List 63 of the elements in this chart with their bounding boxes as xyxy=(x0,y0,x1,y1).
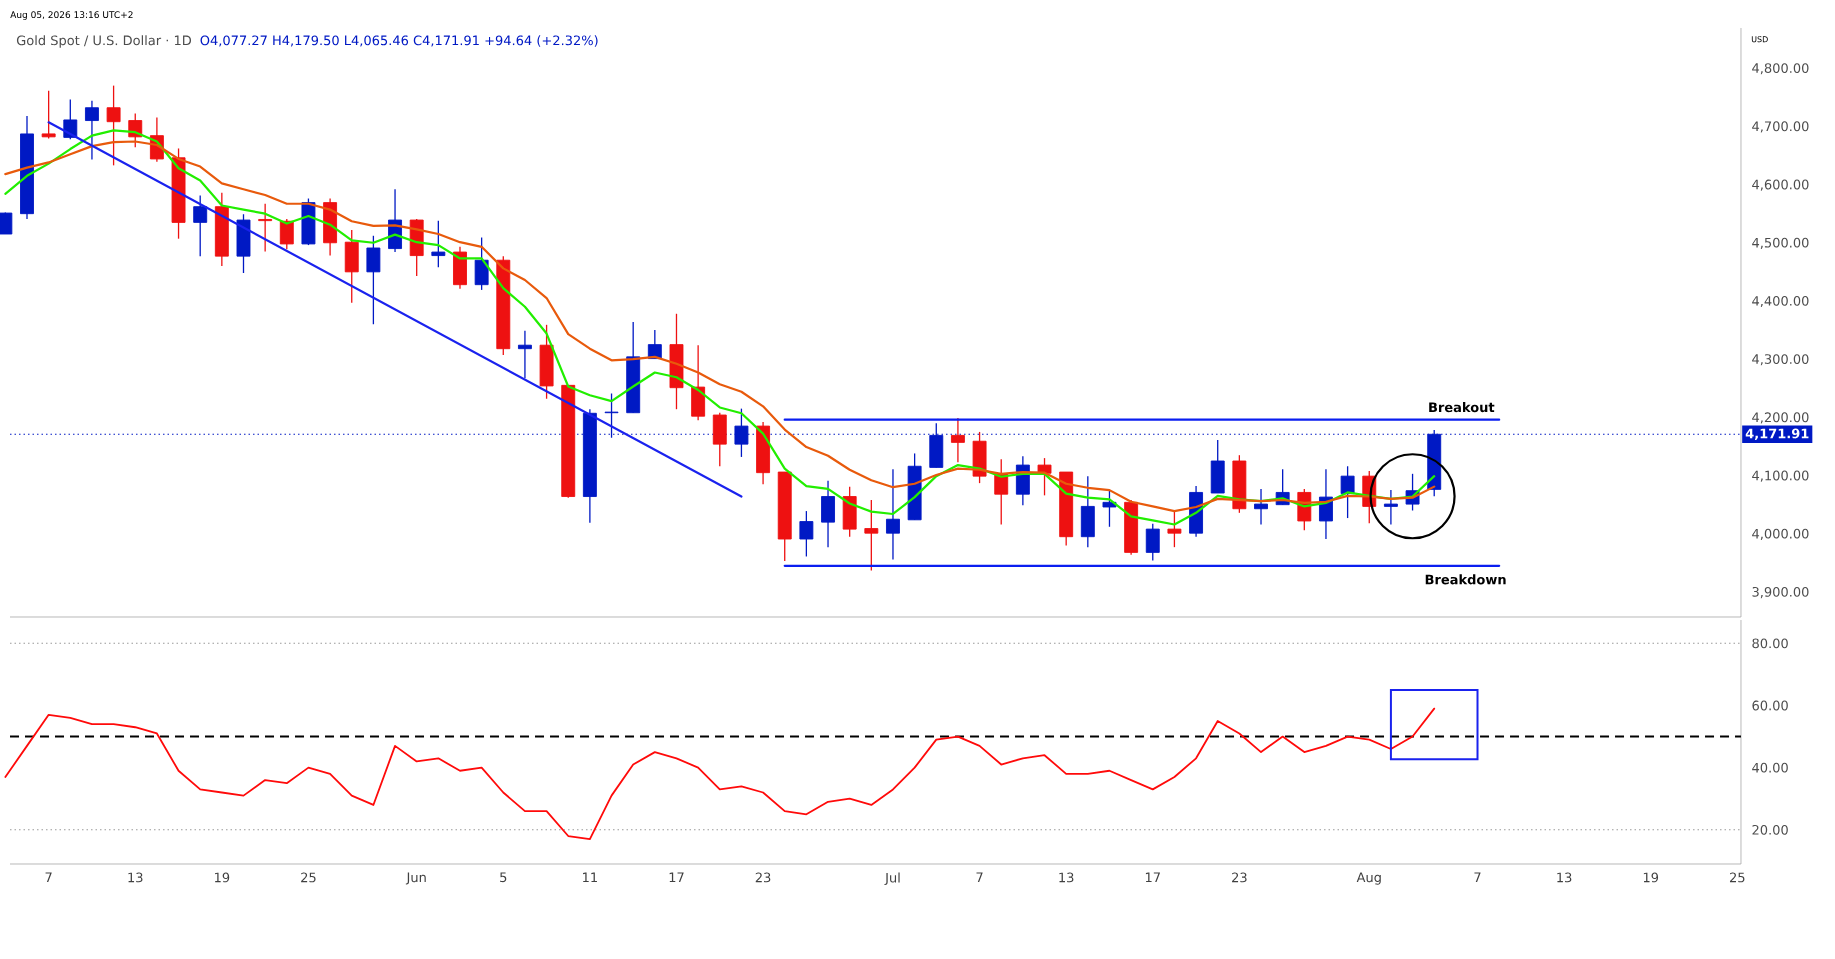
x-tick-label: 25 xyxy=(1729,872,1745,883)
candlestick xyxy=(41,90,56,140)
candlestick xyxy=(950,417,965,463)
candlestick xyxy=(1145,523,1160,562)
candlestick xyxy=(106,84,121,166)
text: Gold Spot / U.S. Dollar · 1D xyxy=(16,35,192,48)
ref-line-label: 4,171.91 xyxy=(1745,428,1809,441)
x-tick-label: 7 xyxy=(45,872,52,883)
y-tick-label: 4,000.00 xyxy=(1752,528,1809,540)
series-label: Breakdown xyxy=(1425,574,1506,585)
x-tick-label: 13 xyxy=(128,872,143,883)
candlestick xyxy=(1167,511,1182,548)
line-series xyxy=(4,707,1436,841)
x-tick-label: Jul xyxy=(884,872,900,886)
candlestick xyxy=(1383,489,1398,526)
text: Aug 05, 2026 13:16 UTC+2 xyxy=(10,11,133,20)
x-tick-label: 17 xyxy=(1145,872,1160,883)
x-tick-label: 7 xyxy=(1474,872,1481,883)
candlestick xyxy=(886,468,900,561)
y-tick-label: 3,900.00 xyxy=(1752,586,1809,599)
y-tick-label: 4,600.00 xyxy=(1752,179,1809,191)
candlestick xyxy=(1037,457,1052,496)
x-tick-label: 13 xyxy=(1557,872,1572,883)
x-tick-label: Jun xyxy=(405,872,426,885)
y-tick-label: 20.00 xyxy=(1752,824,1788,835)
x-tick-label: 11 xyxy=(583,872,597,883)
x-tick-label: 23 xyxy=(1232,872,1247,883)
x-tick-label: 23 xyxy=(755,872,771,883)
chart-subtitle: O4,077.27 H4,179.50 L4,065.46 C4,171.91 +94.64 (+2.32%) xyxy=(200,35,598,47)
x-tick-label: 19 xyxy=(215,872,230,883)
y-tick-label: 4,500.00 xyxy=(1752,237,1809,249)
candlestick xyxy=(1102,489,1117,528)
candlestick xyxy=(799,510,814,558)
candlestick xyxy=(0,211,13,235)
y-tick-label: 4,100.00 xyxy=(1752,470,1809,482)
y-axis-title: USD xyxy=(1751,36,1768,43)
x-tick-label: 25 xyxy=(301,872,316,883)
y-tick-label: 4,300.00 xyxy=(1752,354,1809,366)
x-tick-label: Aug xyxy=(1356,872,1381,885)
candlestick xyxy=(258,203,273,253)
candlestick xyxy=(193,194,208,257)
candlestick xyxy=(1254,488,1268,526)
y-tick-label: 40.00 xyxy=(1752,762,1788,773)
x-tick-label: 5 xyxy=(500,872,507,883)
y-tick-label: 60.00 xyxy=(1752,700,1788,711)
candlestick xyxy=(431,219,446,268)
x-tick-label: 13 xyxy=(1059,872,1074,883)
candlestick xyxy=(279,218,294,250)
y-tick-label: 80.00 xyxy=(1752,638,1788,649)
y-tick-label: 4,700.00 xyxy=(1752,121,1809,133)
candlestick xyxy=(517,329,532,380)
x-tick-label: 19 xyxy=(1643,872,1659,883)
x-tick-label: 17 xyxy=(669,872,684,883)
candlestick xyxy=(604,392,619,439)
candlestick xyxy=(85,100,99,161)
y-tick-label: 4,200.00 xyxy=(1752,412,1809,424)
series-label: Breakout xyxy=(1429,402,1495,413)
y-tick-label: 4,800.00 xyxy=(1752,63,1809,75)
candlestick xyxy=(864,499,879,572)
candlestick xyxy=(1340,465,1355,519)
x-tick-label: 7 xyxy=(976,872,983,883)
candlestick xyxy=(366,235,381,325)
y-tick-label: 4,400.00 xyxy=(1752,295,1809,308)
